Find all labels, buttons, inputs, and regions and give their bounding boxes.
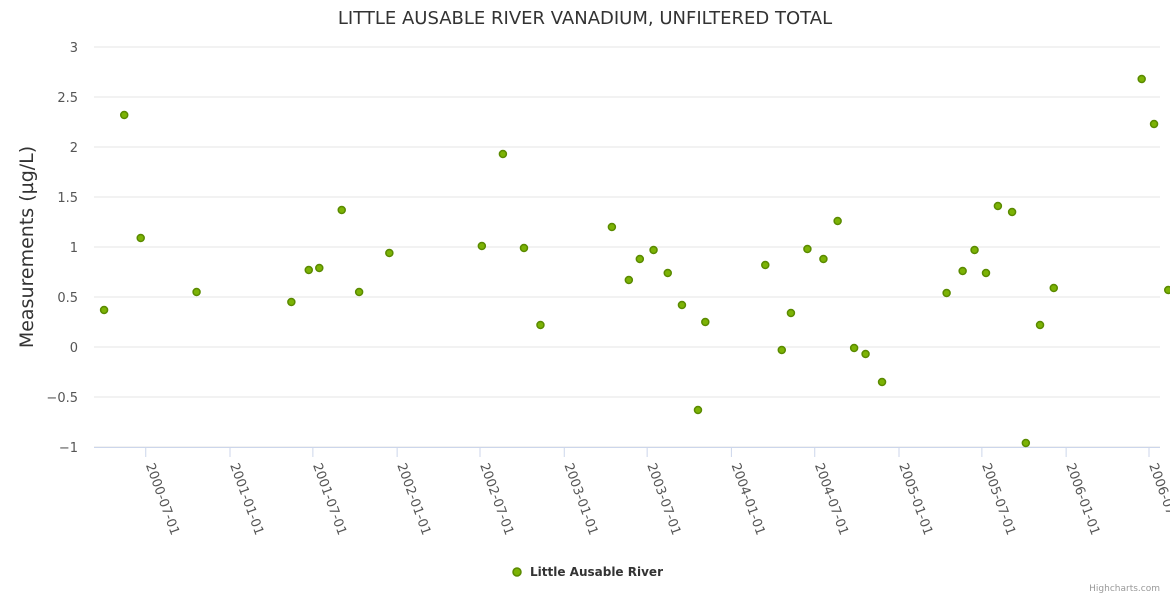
data-point [136, 233, 145, 243]
data-point [607, 222, 617, 232]
data-point [970, 245, 979, 255]
data-point [777, 345, 787, 355]
data-point [498, 149, 508, 159]
data-point [1007, 207, 1017, 217]
data-point [1035, 320, 1045, 330]
x-tick-label: 2004-07-01 [811, 461, 851, 537]
data-point [1021, 438, 1031, 448]
data-point [993, 201, 1003, 211]
y-tick-label: 1 [70, 241, 78, 256]
data-point [663, 268, 673, 278]
chart-credit[interactable]: Highcharts.com [1089, 584, 1160, 594]
data-point [1137, 74, 1146, 84]
data-point [385, 248, 394, 258]
data-point [803, 244, 812, 254]
data-point [833, 216, 842, 226]
data-point [877, 377, 887, 387]
data-point [536, 320, 545, 330]
data-point [849, 343, 859, 353]
data-point [119, 110, 129, 120]
data-point [635, 254, 645, 264]
y-tick-label: −0.5 [46, 391, 78, 406]
data-point [958, 266, 967, 276]
data-point [786, 308, 796, 318]
x-tick-label: 2003-07-01 [643, 461, 683, 537]
x-tick-label: 2005-07-01 [978, 461, 1018, 537]
x-tick-label: 2006-01-01 [1062, 461, 1102, 537]
data-point [693, 405, 703, 415]
data-point [1049, 283, 1059, 293]
data-point [701, 317, 710, 327]
data-point [1149, 119, 1159, 129]
data-point [761, 260, 770, 270]
data-point [519, 243, 529, 253]
y-axis-title: Measurements (µg/L) [16, 146, 38, 348]
y-tick-label: −1 [59, 441, 78, 456]
legend-item-label[interactable]: Little Ausable River [530, 565, 663, 579]
x-tick-label: 2000-07-01 [142, 461, 182, 537]
data-point [192, 287, 201, 297]
data-point [1163, 285, 1170, 295]
y-tick-label: 2.5 [57, 91, 78, 106]
data-point [677, 300, 687, 310]
data-point [315, 263, 324, 273]
y-tick-label: 3 [70, 41, 78, 56]
x-tick-label: 2005-01-01 [895, 461, 935, 537]
x-axis: 2000-07-01 2001-01-01 2001-07-01 2002-01-01… [94, 447, 1170, 537]
x-tick-label: 2001-01-01 [226, 461, 266, 537]
data-point [337, 205, 346, 215]
data-point [624, 275, 634, 285]
data-point [354, 287, 364, 297]
x-tick-label: 2003-01-01 [561, 461, 601, 537]
data-point [477, 241, 487, 251]
x-tick-label: 2002-01-01 [393, 461, 433, 537]
y-axis-tick-labels: −1 −0.5 0 0.5 1 1.5 2 2.5 3 [46, 41, 78, 456]
chart-title: LITTLE AUSABLE RIVER VANADIUM, UNFILTERE… [338, 8, 832, 29]
legend[interactable]: Little Ausable River [512, 565, 663, 579]
data-point [649, 245, 658, 255]
x-tick-label: 2002-07-01 [476, 461, 516, 537]
scatter-series [99, 74, 1170, 448]
x-tick-label: 2004-01-01 [728, 461, 768, 537]
legend-marker [512, 567, 522, 577]
y-tick-label: 1.5 [57, 191, 78, 206]
y-tick-label: 0 [70, 341, 78, 356]
data-point [287, 297, 296, 307]
data-point [99, 305, 109, 315]
y-tick-label: 2 [70, 141, 78, 156]
data-point [981, 268, 991, 278]
x-tick-label: 2006-07-01 [1145, 461, 1170, 537]
data-point [819, 254, 828, 264]
data-point [861, 349, 870, 359]
x-tick-label: 2001-07-01 [309, 461, 349, 537]
y-gridlines [94, 46, 1160, 448]
y-tick-label: 0.5 [57, 291, 78, 306]
data-point [942, 288, 951, 298]
data-point [304, 265, 314, 275]
